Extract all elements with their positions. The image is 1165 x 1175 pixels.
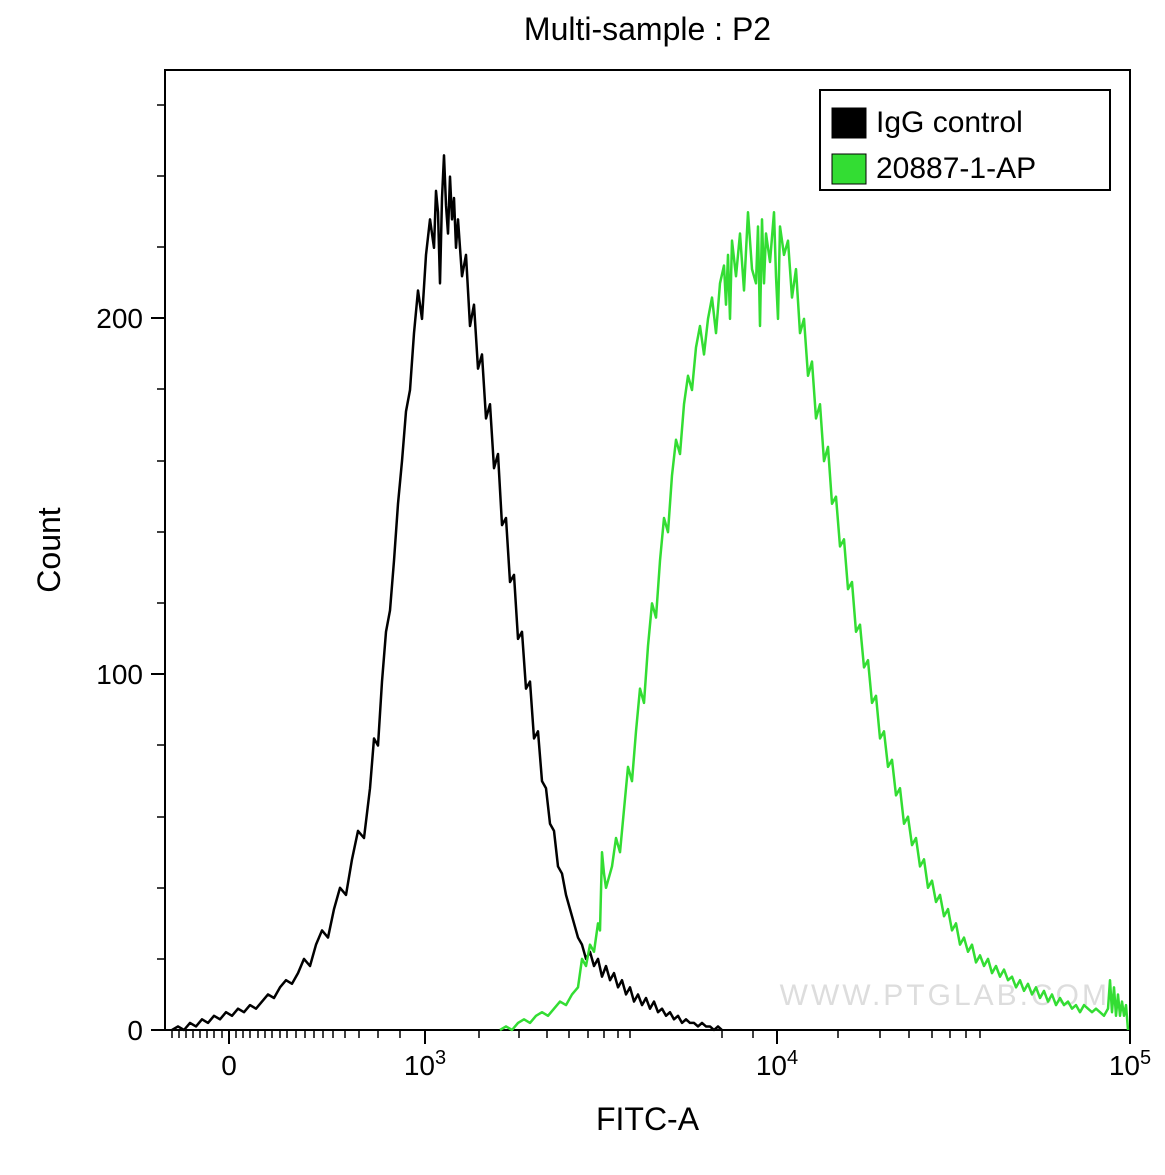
y-tick-label: 200 bbox=[96, 303, 143, 334]
x-tick-label: 103 bbox=[404, 1047, 446, 1081]
x-tick-label: 0 bbox=[221, 1050, 237, 1081]
x-tick-label: 104 bbox=[756, 1047, 798, 1081]
y-tick-label: 100 bbox=[96, 659, 143, 690]
y-tick-label: 0 bbox=[127, 1015, 143, 1046]
x-axis-label: FITC-A bbox=[596, 1101, 700, 1137]
legend-swatch bbox=[832, 108, 866, 138]
x-tick-label: 105 bbox=[1109, 1047, 1151, 1081]
plot-area bbox=[165, 70, 1130, 1030]
flow-cytometry-histogram: Multi-sample : P2 Count FITC-A 0 100 200 0 103 1… bbox=[0, 0, 1165, 1175]
legend-label: IgG control bbox=[876, 106, 1023, 139]
chart-title: Multi-sample : P2 bbox=[524, 11, 771, 47]
y-axis-label: Count bbox=[31, 507, 67, 593]
watermark: WWW.PTGLAB.COM bbox=[780, 979, 1110, 1012]
legend-swatch bbox=[832, 154, 866, 184]
legend-label: 20887-1-AP bbox=[876, 152, 1036, 185]
chart-container: Multi-sample : P2 Count FITC-A 0 100 200 0 103 1… bbox=[0, 0, 1165, 1175]
